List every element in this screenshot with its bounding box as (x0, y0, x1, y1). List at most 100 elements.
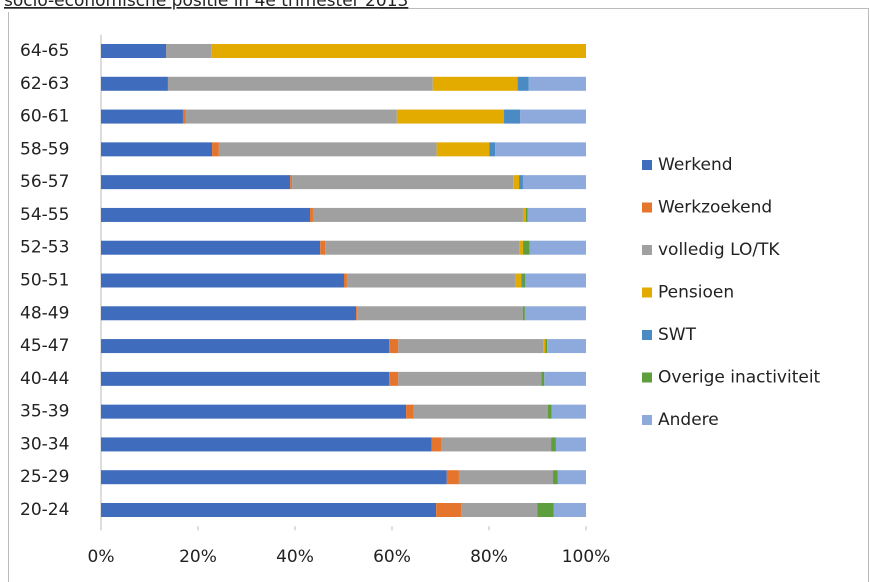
bar-segment (557, 470, 586, 485)
bar-segment (396, 109, 505, 124)
bar-segment (101, 240, 321, 255)
y-tick-label: 54-55 (20, 205, 69, 225)
bar-segment (519, 240, 523, 255)
x-tick-label: 0% (88, 547, 115, 567)
bar-segment (547, 339, 586, 354)
bar-segment (413, 404, 548, 419)
bar-segment (182, 109, 186, 124)
legend-label: Werkzoekend (658, 198, 772, 218)
bar-segment (436, 503, 462, 517)
bar-segment (101, 470, 447, 485)
bar-segment (551, 437, 556, 452)
bar-segment (101, 437, 432, 452)
bar-segment (165, 44, 212, 58)
y-tick-label: 50-51 (20, 271, 69, 291)
bar-segment (522, 207, 526, 222)
bar-segment (522, 175, 586, 190)
y-tick-label: 56-57 (20, 172, 69, 192)
legend-label: Andere (658, 410, 719, 430)
bar-segment (515, 273, 522, 288)
legend-swatch (642, 330, 652, 340)
chart-title: socio-economische positie in 4e trimeste… (4, 0, 408, 11)
y-tick-label: 45-47 (20, 336, 69, 356)
bar-segment (529, 240, 586, 255)
bar-segment (389, 339, 399, 354)
bar-segment (525, 273, 586, 288)
bar-segment (522, 273, 526, 288)
bar-segment (553, 470, 558, 485)
bar-segment (167, 76, 433, 91)
bar-segment (440, 437, 552, 452)
bar-segment (101, 404, 407, 419)
bar-segment (537, 503, 554, 517)
bar-segment (101, 44, 166, 58)
x-tick-label: 40% (276, 547, 314, 567)
legend-swatch (642, 245, 652, 255)
bar-segment (211, 44, 586, 58)
bar-segment (101, 503, 437, 517)
y-tick-label: 62-63 (20, 74, 69, 94)
bar-segment (101, 175, 291, 190)
bar-segment (101, 207, 311, 222)
bar-segment (528, 76, 586, 91)
bar-segment (101, 109, 183, 124)
bar-segment (312, 207, 523, 222)
bar-segment (458, 470, 554, 485)
bar-segment (292, 175, 514, 190)
title-backdrop (0, 0, 380, 12)
x-tick-label: 20% (179, 547, 217, 567)
bar-segment (543, 339, 546, 354)
bar-segment (446, 470, 459, 485)
legend-label: SWT (658, 325, 697, 345)
legend-label: Pensioen (658, 283, 734, 303)
bar-segment (461, 503, 538, 517)
bar-segment (310, 207, 313, 222)
bar-segment (185, 109, 397, 124)
bar-segment (541, 371, 545, 386)
bar-segment (489, 142, 496, 157)
bar-segment (101, 371, 390, 386)
bar-segment (290, 175, 293, 190)
bar-segment (517, 76, 529, 91)
x-tick-label: 100% (562, 547, 611, 567)
bar-segment (432, 76, 518, 91)
legend-swatch (642, 415, 652, 425)
bar-segment (519, 175, 523, 190)
bar-segment (346, 273, 516, 288)
legend-swatch (642, 160, 652, 170)
bar-segment (357, 306, 523, 321)
bar-segment (325, 240, 520, 255)
bar-segment (555, 437, 586, 452)
bar-segment (513, 175, 520, 190)
bar-segment (389, 371, 399, 386)
y-tick-label: 40-44 (20, 369, 69, 389)
bar-segment (101, 273, 344, 288)
bar-segment (406, 404, 414, 419)
bar-segment (495, 142, 586, 157)
y-tick-label: 35-39 (20, 402, 69, 422)
bar-segment (398, 371, 542, 386)
legend-swatch (642, 202, 652, 213)
legend-label: Werkend (658, 155, 733, 175)
x-tick-label: 60% (373, 547, 411, 567)
bar-segment (101, 76, 168, 91)
bar-segment (101, 339, 390, 354)
legend-swatch (642, 372, 652, 383)
bar-segment (343, 273, 347, 288)
bar-segment (523, 240, 530, 255)
legend-label: Overige inactiviteit (658, 368, 821, 388)
bar-segment (522, 306, 525, 321)
y-tick-label: 64-65 (20, 41, 69, 61)
y-tick-label: 58-59 (20, 139, 69, 159)
bar-segment (547, 404, 552, 419)
bar-segment (504, 109, 521, 124)
bar-segment (527, 207, 586, 222)
y-tick-label: 30-34 (20, 434, 69, 454)
bar-segment (544, 371, 586, 386)
bar-segment (553, 503, 586, 517)
y-tick-label: 52-53 (20, 238, 69, 258)
bar-segment (551, 404, 586, 419)
bar-segment (522, 240, 524, 255)
bar-segment (545, 339, 548, 354)
